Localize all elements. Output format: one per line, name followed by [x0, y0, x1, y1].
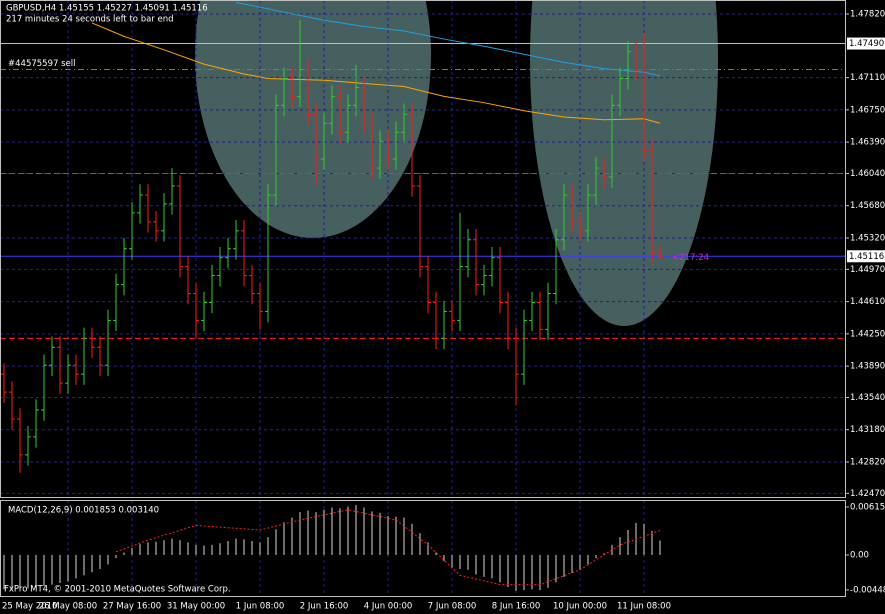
- x-tick-label: 11 Jun 08:00: [617, 602, 671, 612]
- price-level-label: 1.45116: [849, 252, 884, 262]
- macd-signal-line: [115, 509, 661, 586]
- panel-border: [0, 500, 846, 597]
- y-tick-label: 1.45320: [850, 233, 885, 243]
- y-tick-label: 0.006159: [850, 502, 885, 512]
- price-level-label: 1.47490: [849, 39, 884, 49]
- x-tick-label: 25 May 2010: [2, 602, 57, 612]
- macd-title: MACD(12,26,9) 0.001853 0.003140: [8, 506, 159, 516]
- moving-average: [91, 22, 661, 124]
- drawn-ellipse: [530, 0, 718, 326]
- y-tick-label: 1.47820: [850, 9, 885, 19]
- copyright: FxPro MT4, © 2001-2010 MetaQuotes Softwa…: [4, 585, 231, 595]
- moving-average: [235, 1, 661, 77]
- x-tick-label: 1 Jun 08:00: [236, 602, 285, 612]
- order-label: #44575597 sell: [8, 59, 75, 69]
- x-tick-label: 26 May 08:00: [39, 602, 97, 612]
- y-tick-label: 1.44970: [850, 265, 885, 275]
- y-tick-label: 1.46750: [850, 105, 885, 115]
- y-tick-label: 0.00: [850, 550, 869, 560]
- panel-border: [0, 0, 846, 498]
- y-tick-label: -0.00448: [850, 585, 885, 595]
- x-tick-label: 10 Jun 00:00: [553, 602, 607, 612]
- x-tick-label: 27 May 16:00: [103, 602, 161, 612]
- x-tick-label: 4 Jun 00:00: [364, 602, 413, 612]
- y-tick-label: 1.46390: [850, 138, 885, 148]
- price-level-tag: [847, 250, 885, 263]
- x-tick-label: 31 May 00:00: [167, 602, 225, 612]
- x-tick-label: 7 Jun 08:00: [428, 602, 477, 612]
- bar-timer-note: 217 minutes 24 seconds left to bar end: [6, 15, 174, 25]
- x-tick-label: 2 Jun 16:00: [300, 602, 349, 612]
- y-tick-label: 1.43540: [850, 393, 885, 403]
- y-tick-label: 1.46040: [850, 169, 885, 179]
- bar-timer: <217:24: [672, 253, 709, 263]
- y-tick-label: 1.44610: [850, 297, 885, 307]
- y-tick-label: 1.47110: [850, 73, 885, 83]
- y-tick-label: 1.44250: [850, 329, 885, 339]
- y-tick-label: 1.42470: [850, 489, 885, 499]
- y-tick-label: 1.45680: [850, 201, 885, 211]
- y-tick-label: 1.43180: [850, 425, 885, 435]
- y-tick-label: 1.42820: [850, 457, 885, 467]
- chart-title: GBPUSD,H4 1.45155 1.45227 1.45091 1.4511…: [6, 4, 208, 14]
- price-level-tag: [847, 37, 885, 50]
- x-tick-label: 8 Jun 16:00: [492, 602, 541, 612]
- y-tick-label: 1.43890: [850, 362, 885, 372]
